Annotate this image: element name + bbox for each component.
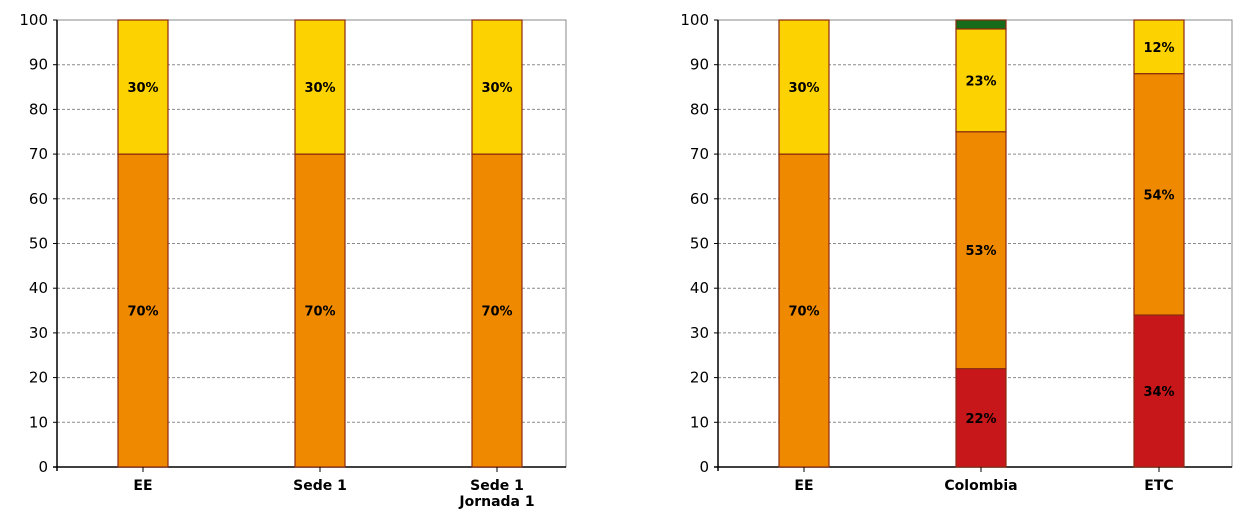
bar-segment-yellow <box>471 19 523 155</box>
y-tick-label: 40 <box>29 279 48 297</box>
data-label: 70% <box>788 305 819 320</box>
data-label: 30% <box>788 81 819 96</box>
data-label: 22% <box>965 412 996 427</box>
data-label: 30% <box>127 81 158 96</box>
chart-2: 0 10 20 30 40 50 60 70 80 90 100 70% 30% EE 22% 53% 23% C… <box>680 11 1233 494</box>
x-tick-label: Sede 1 <box>293 478 347 494</box>
data-label: 30% <box>481 81 512 96</box>
bar-segment-orange <box>294 153 346 468</box>
x-tick-label: Colombia <box>944 478 1017 494</box>
y-tick-label: 80 <box>29 100 48 118</box>
y-tick-label: 20 <box>29 369 48 387</box>
y-tick-label: 100 <box>19 11 48 29</box>
bar-segment-orange <box>955 131 1007 370</box>
y-tick-label: 70 <box>690 145 709 163</box>
y-tick-label: 90 <box>690 56 709 74</box>
bar-segment-yellow <box>294 19 346 155</box>
y-tick-label: 0 <box>38 458 48 476</box>
y-tick-label: 0 <box>699 458 709 476</box>
bar-segment-green <box>955 19 1007 30</box>
data-label: 70% <box>304 305 335 320</box>
x-tick-label: EE <box>133 478 152 494</box>
data-label: 12% <box>1143 41 1174 56</box>
data-label: 53% <box>965 244 996 259</box>
data-label: 34% <box>1143 385 1174 400</box>
y-tick-label: 30 <box>690 324 709 342</box>
bar-segment-yellow <box>1133 19 1185 75</box>
y-tick-label: 70 <box>29 145 48 163</box>
data-label: 30% <box>304 81 335 96</box>
bar-segment-yellow <box>955 28 1007 133</box>
bar-segment-yellow <box>778 19 830 155</box>
x-tick-label: Jornada 1 <box>458 494 534 510</box>
y-tick-label: 100 <box>680 11 709 29</box>
y-tick-label: 50 <box>690 235 709 253</box>
y-tick-label: 50 <box>29 235 48 253</box>
chart-1: 0 10 20 30 40 50 60 70 80 90 100 70% 30% EE 70% 30% Sede… <box>19 11 567 510</box>
bar-segment-orange <box>1133 73 1185 316</box>
x-tick-label: Sede 1 <box>470 478 524 494</box>
y-tick-label: 10 <box>29 413 48 431</box>
y-tick-label: 90 <box>29 56 48 74</box>
data-label: 23% <box>965 74 996 89</box>
x-tick-label: EE <box>794 478 813 494</box>
y-tick-label: 60 <box>29 190 48 208</box>
data-label: 70% <box>481 305 512 320</box>
data-label: 54% <box>1143 188 1174 203</box>
bar-segment-yellow <box>117 19 169 155</box>
x-tick-label: ETC <box>1144 478 1173 494</box>
y-tick-label: 20 <box>690 369 709 387</box>
data-label: 70% <box>127 305 158 320</box>
bar-segment-red <box>1133 314 1185 468</box>
y-tick-label: 60 <box>690 190 709 208</box>
y-tick-label: 10 <box>690 413 709 431</box>
y-tick-label: 80 <box>690 100 709 118</box>
y-tick-label: 30 <box>29 324 48 342</box>
y-tick-label: 40 <box>690 279 709 297</box>
